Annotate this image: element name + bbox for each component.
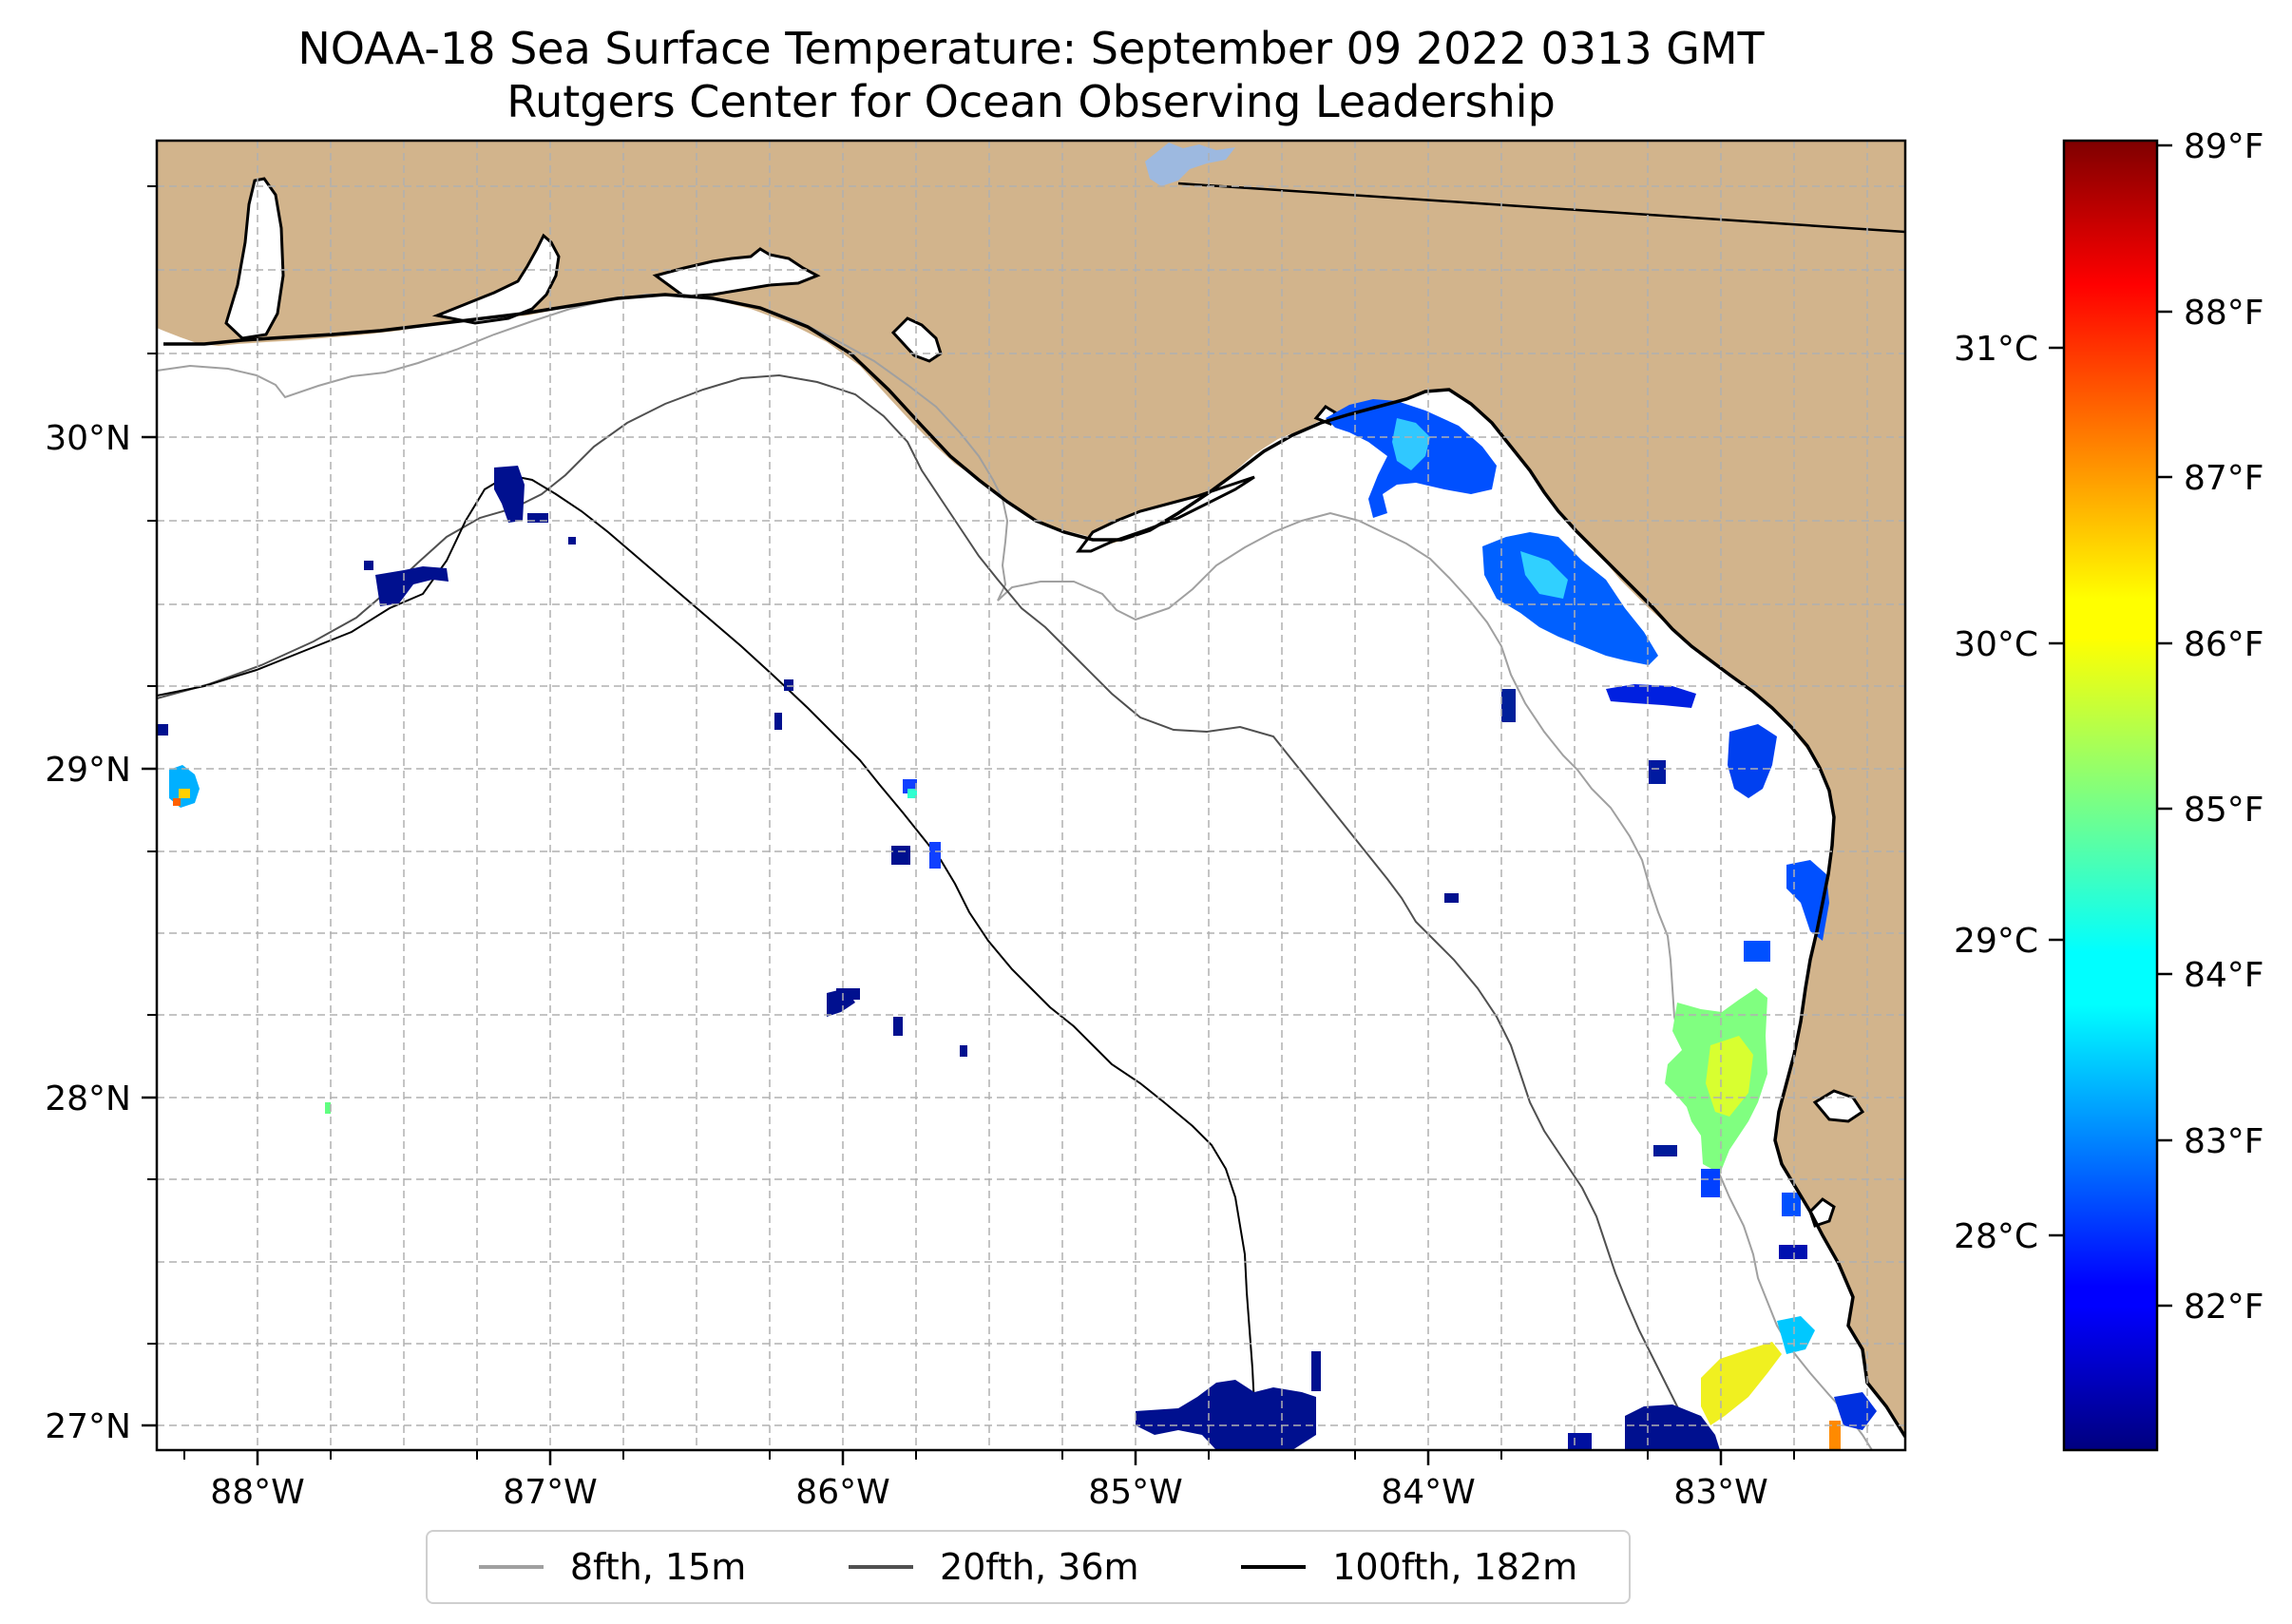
y-tick-label: 27°N: [45, 1407, 131, 1446]
lake: [1145, 143, 1235, 186]
legend-swatch: [848, 1565, 913, 1569]
x-tick-label: 85°W: [1088, 1473, 1182, 1512]
coastline: [163, 293, 1905, 1438]
y-tick-label: 29°N: [45, 751, 131, 790]
colorbar-c-label: 31°C: [1954, 330, 2038, 369]
legend-item-8fth: 8fth, 15m: [478, 1546, 747, 1588]
x-tick-label: 84°W: [1381, 1473, 1475, 1512]
colorbar-gradient: [2062, 139, 2159, 1452]
colorbar-f-label: 86°F: [2184, 625, 2264, 664]
gridlines: [157, 141, 1905, 1450]
colorbar-f-label: 85°F: [2184, 791, 2264, 830]
sst-observations: [157, 399, 1877, 1450]
x-tick-label: 88°W: [210, 1473, 304, 1512]
colorbar-c-ticks: [2049, 346, 2064, 1237]
colorbar-f-label: 89°F: [2184, 127, 2264, 166]
state-boundary: [1177, 182, 1905, 234]
colorbar-f-label: 87°F: [2184, 459, 2264, 498]
colorbar-c-label: 28°C: [1954, 1217, 2038, 1256]
colorbar-c-label: 29°C: [1954, 922, 2038, 961]
y-tick-label: 28°N: [45, 1079, 131, 1118]
colorbar-f-ticks: [2157, 143, 2172, 1308]
x-tick-label: 87°W: [503, 1473, 597, 1512]
map-subtitle: Rutgers Center for Ocean Observing Leade…: [506, 76, 1556, 127]
y-tick-label: 30°N: [45, 419, 131, 458]
legend-label: 100fth, 182m: [1332, 1546, 1578, 1588]
isobath-20fth: [157, 373, 1697, 1450]
legend-swatch: [1241, 1565, 1307, 1569]
colorbar-c-label: 30°C: [1954, 625, 2038, 664]
y-axis: 27°N 28°N 29°N 30°N: [45, 419, 157, 1446]
x-tick-label: 86°W: [795, 1473, 889, 1512]
legend-swatch: [478, 1565, 544, 1569]
colorbar: 82°F 83°F 84°F 85°F 86°F 87°F 88°F 89°F …: [1954, 127, 2264, 1452]
legend-item-20fth: 20fth, 36m: [848, 1546, 1139, 1588]
isobath-legend: 8fth, 15m 20fth, 36m 100fth, 182m: [426, 1530, 1631, 1604]
colorbar-f-label: 88°F: [2184, 294, 2264, 333]
map-title: NOAA-18 Sea Surface Temperature: Septemb…: [297, 23, 1765, 74]
legend-item-100fth: 100fth, 182m: [1241, 1546, 1577, 1588]
legend-label: 8fth, 15m: [569, 1546, 747, 1588]
legend-label: 20fth, 36m: [939, 1546, 1139, 1588]
colorbar-f-label: 84°F: [2184, 956, 2264, 995]
x-tick-label: 83°W: [1673, 1473, 1767, 1512]
minor-ticks: [147, 185, 1795, 1460]
x-axis: 88°W 87°W 86°W 85°W 84°W 83°W: [210, 1450, 1768, 1512]
map-panel: [157, 141, 1905, 1450]
map-frame: [155, 139, 1907, 1452]
colorbar-f-label: 83°F: [2184, 1122, 2264, 1161]
colorbar-f-label: 82°F: [2184, 1288, 2264, 1327]
